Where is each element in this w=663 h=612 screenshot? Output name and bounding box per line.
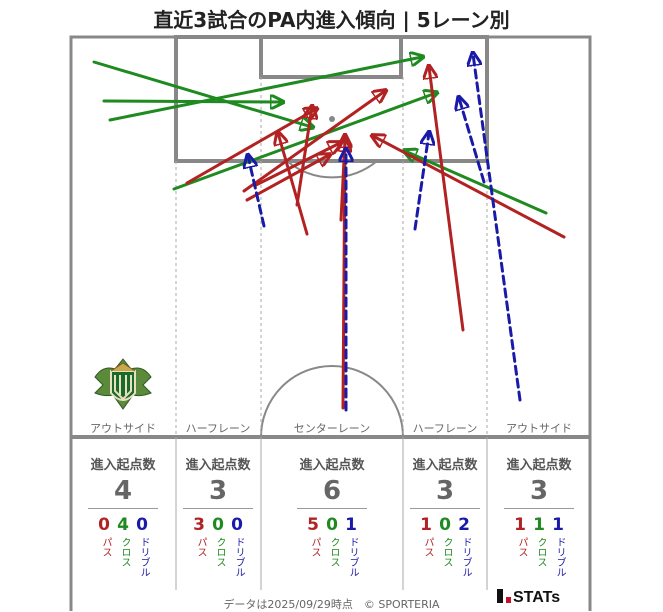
stats-brand-logo: STATs [497, 589, 560, 607]
lane-stat-title: 進入起点数 [506, 458, 572, 473]
lane-label-halflane-left: ハーフレーン [186, 422, 251, 435]
penalty-spot [329, 116, 335, 122]
lane-cross-count: 0 [212, 515, 224, 535]
pass-arrow-11 [245, 155, 329, 202]
lane-label-outside-left: アウトサイド [90, 422, 156, 435]
lane-label-center: センターレーン [294, 422, 370, 435]
penalty-arc [286, 160, 378, 179]
lane-stat-divider [297, 508, 367, 509]
lane-dribble-label: ドリブル [347, 537, 358, 577]
lane-pass-label: パス [195, 537, 206, 557]
lane-cross-count: 0 [326, 515, 338, 535]
lane-label-halflane-right: ハーフレーン [413, 422, 478, 435]
lane-cross-label: クロス [119, 537, 130, 567]
lane-stat-total: 3 [529, 476, 549, 506]
lane-stat-title: 進入起点数 [299, 458, 365, 473]
lane-cross-label: クロス [535, 537, 546, 567]
lane-pass-count: 0 [98, 515, 110, 535]
lane-pass-count: 5 [307, 515, 319, 535]
lane-stat-total: 6 [322, 476, 342, 506]
lane-pass-count: 1 [420, 515, 432, 535]
cross-arrow-3 [172, 93, 436, 191]
lane-stat-title: 進入起点数 [185, 458, 251, 473]
cross-arrow-0 [92, 60, 312, 127]
chart-title: 直近3試合のPA内進入傾向 | 5レーン別 [153, 8, 510, 32]
lane-pass-label: パス [100, 537, 111, 557]
lane-dribble-label: ドリブル [138, 537, 149, 577]
lane-stat-total: 4 [113, 476, 133, 506]
lane-cross-label: クロス [441, 537, 452, 567]
logo-accent-icon [506, 597, 511, 603]
lane-dribble-label: ドリブル [460, 537, 471, 577]
pass-arrow-7 [278, 133, 309, 236]
lane-stat-divider [410, 508, 480, 509]
lane-stat-divider [88, 508, 158, 509]
lane-pass-count: 3 [193, 515, 205, 535]
dribble-arrow-18 [473, 54, 522, 402]
lane-stat-title: 進入起点数 [90, 458, 156, 473]
lane-cross-label: クロス [328, 537, 339, 567]
dribble-arrow-15 [248, 156, 266, 228]
lane-dribble-count: 2 [458, 515, 470, 535]
brand-text: STATs [513, 589, 561, 606]
pass-arrow-8 [295, 107, 312, 207]
lane-pass-count: 1 [514, 515, 526, 535]
lane-cross-count: 1 [533, 515, 545, 535]
cross-arrow-1 [102, 101, 282, 102]
cross-arrow-2 [108, 57, 422, 122]
lane-stat-title: 進入起点数 [412, 458, 478, 473]
lane-dribble-label: ドリブル [233, 537, 244, 577]
lane-cross-label: クロス [214, 537, 225, 567]
lane-stat-total: 3 [208, 476, 228, 506]
lane-pass-label: パス [422, 537, 433, 557]
lane-dribble-count: 1 [345, 515, 357, 535]
lane-dribble-count: 0 [231, 515, 243, 535]
lane-cross-count: 4 [117, 515, 129, 535]
lane-label-outside-right: アウトサイド [506, 422, 572, 435]
pass-arrow-14 [373, 136, 566, 239]
club-crest-icon [94, 358, 152, 410]
goal-area [259, 35, 403, 79]
center-circle [260, 365, 404, 438]
lane-dividers [175, 77, 488, 590]
lane-pass-label: パス [516, 537, 527, 557]
dribble-arrow-17 [459, 98, 486, 184]
pass-arrow-13 [429, 67, 465, 332]
pass-arrow-6 [242, 91, 385, 193]
dribble-arrow-16 [413, 133, 429, 231]
lane-stat-divider [183, 508, 253, 509]
cross-arrow-4 [405, 151, 548, 215]
lane-stat-total: 3 [435, 476, 455, 506]
lane-dribble-count: 0 [136, 515, 148, 535]
pass-arrow-12 [254, 143, 340, 187]
lane-stat-divider [504, 508, 574, 509]
lane-dribble-label: ドリブル [554, 537, 565, 577]
lane-dribble-count: 1 [552, 515, 564, 535]
footer-credit: データは2025/09/29時点 © SPORTERIA [223, 598, 440, 611]
lane-pass-label: パス [309, 537, 320, 557]
pass-arrow-5 [185, 109, 316, 185]
arrow-layer [92, 54, 566, 412]
logo-bar-icon [497, 589, 503, 603]
lane-cross-count: 0 [439, 515, 451, 535]
